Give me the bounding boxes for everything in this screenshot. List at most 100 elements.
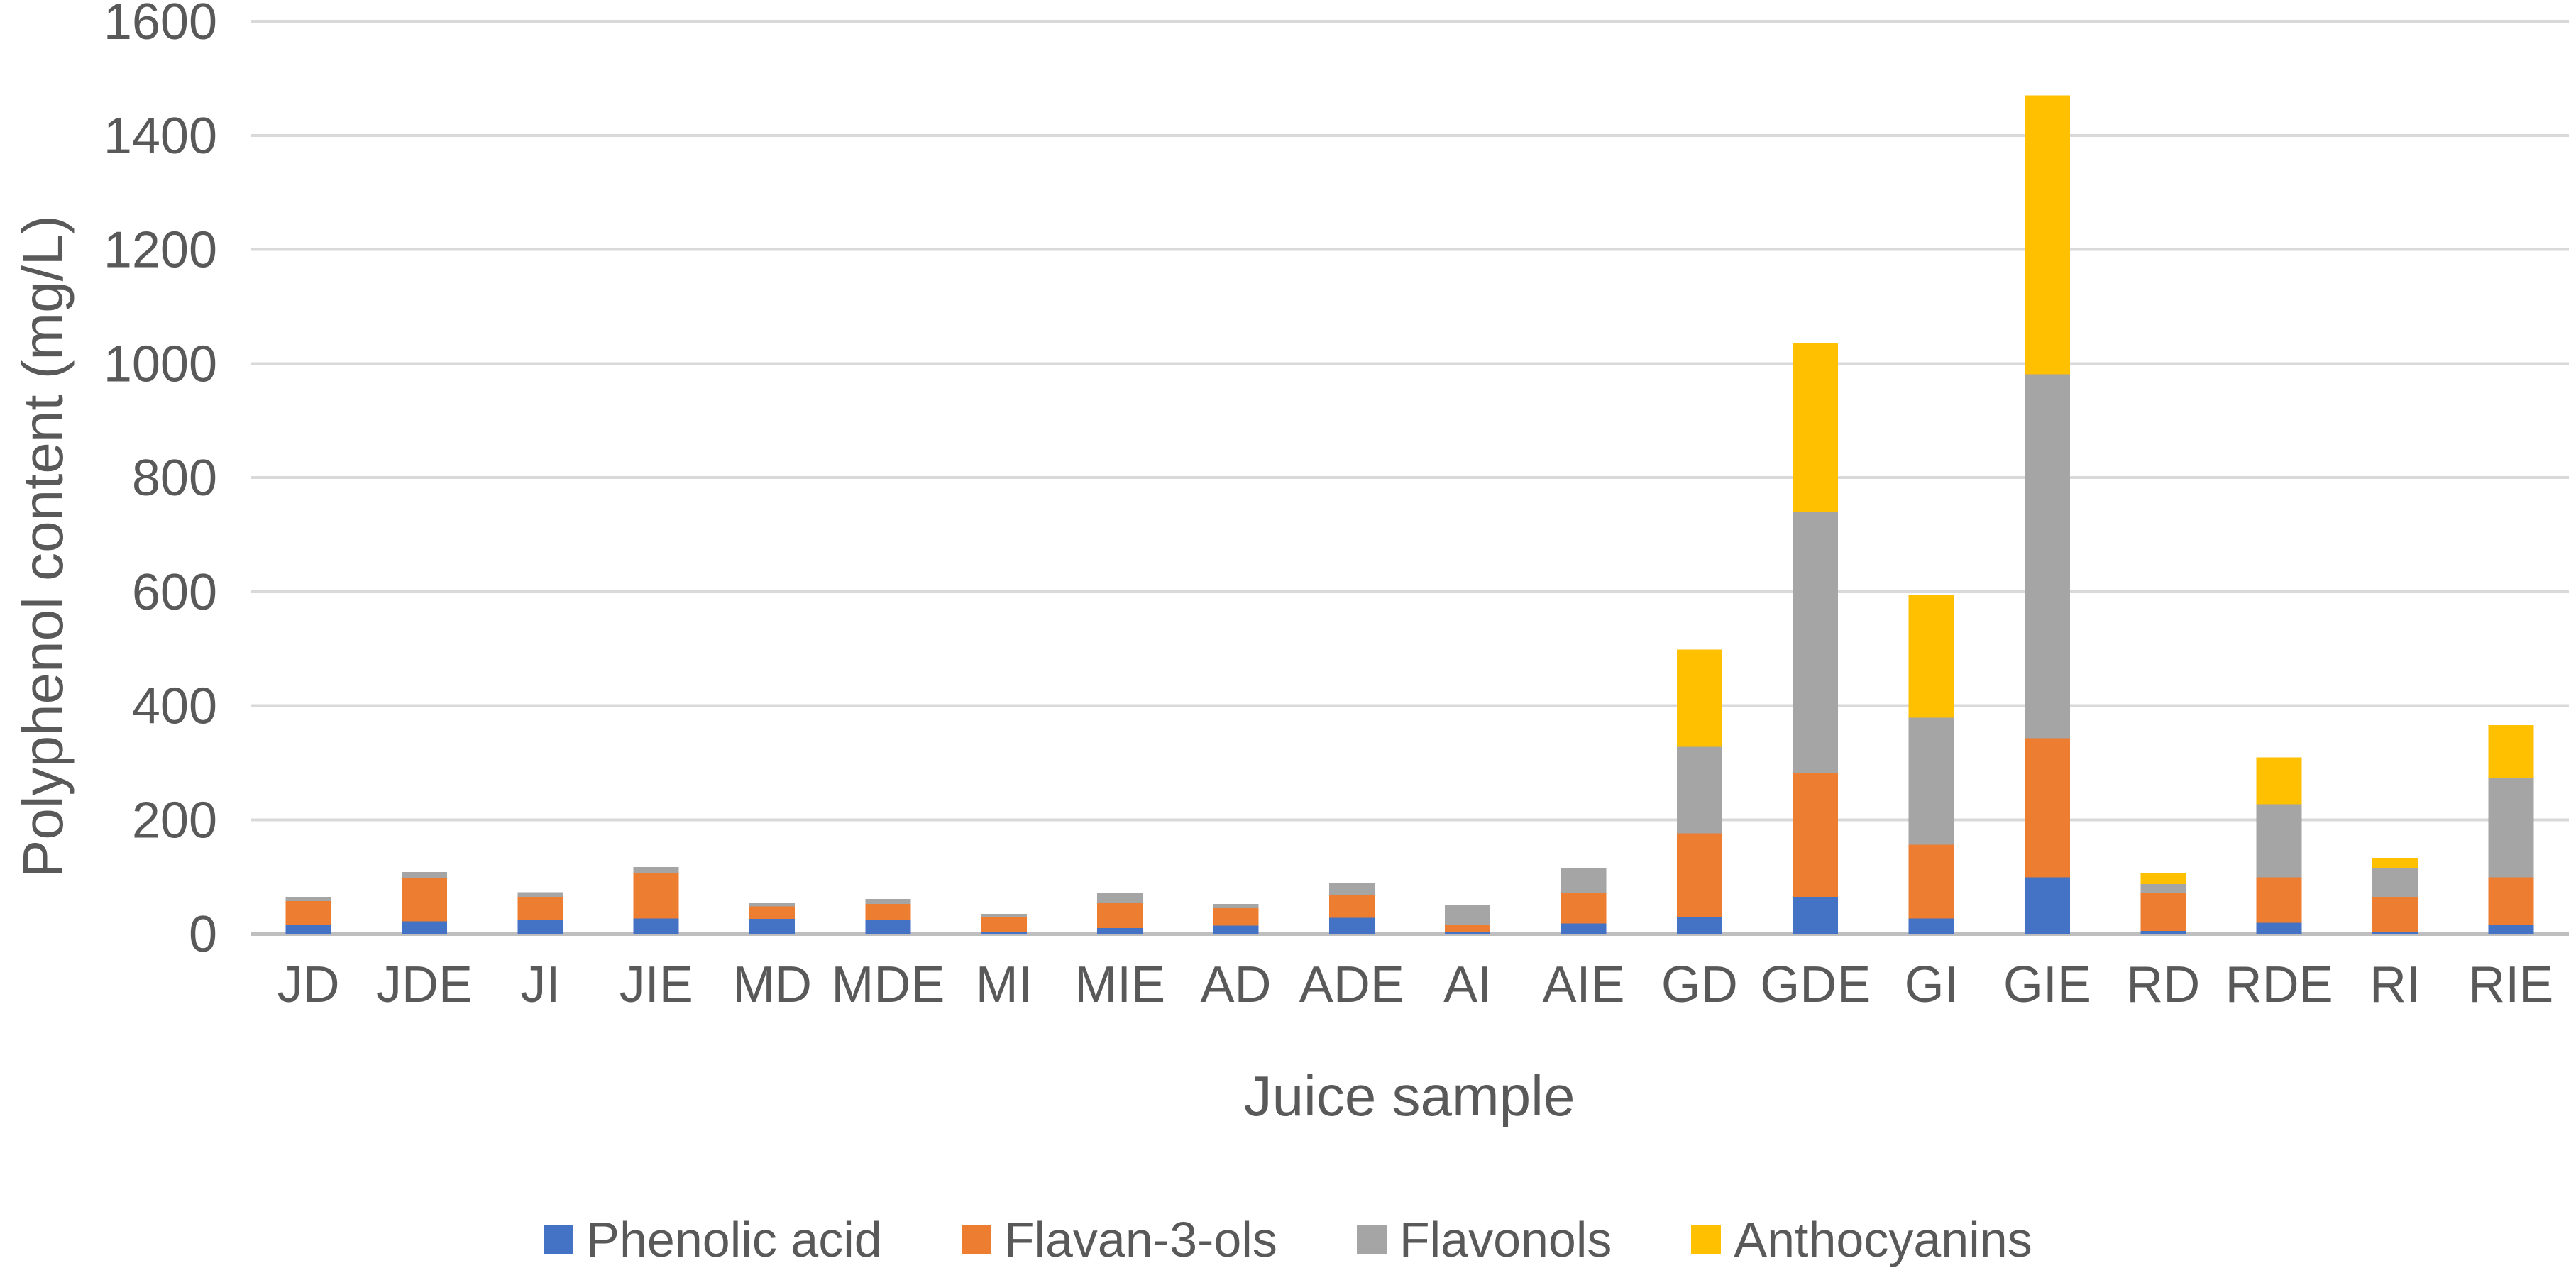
bar-segment-AD-phenolic-acid	[1213, 925, 1259, 934]
x-label-AIE: AIE	[1542, 956, 1624, 1013]
bar-segment-RDE-flavan-3-ols	[2256, 877, 2302, 923]
bar-segment-RI-flavonols	[2372, 867, 2418, 897]
bar-segment-GD-flavan-3-ols	[1676, 833, 1722, 917]
bar-segment-AIE-phenolic-acid	[1561, 923, 1607, 934]
bar-segment-JD-phenolic-acid	[285, 925, 331, 934]
y-tick-labels: 0 200 400 600 800 1000 1200 1400 1600	[104, 0, 217, 963]
bar-segment-JD-flavan-3-ols	[285, 901, 331, 925]
bar-segment-RDE-anthocyanins	[2256, 757, 2302, 805]
x-label-RDE: RDE	[2225, 956, 2333, 1013]
bar-segment-GIE-phenolic-acid	[2024, 877, 2070, 934]
y-tick-label-1400: 1400	[104, 108, 217, 165]
bar-segment-MDE-phenolic-acid	[865, 920, 911, 934]
x-label-GD: GD	[1661, 956, 1738, 1013]
y-tick-label-600: 600	[132, 564, 217, 621]
bar-segment-JD-flavonols	[285, 896, 331, 902]
x-label-JD: JD	[277, 956, 340, 1013]
bar-segment-JDE-phenolic-acid	[402, 921, 448, 934]
bar-segment-MIE-flavonols	[1097, 893, 1143, 903]
bar-segment-GI-phenolic-acid	[1908, 918, 1954, 934]
bar-segment-GD-phenolic-acid	[1676, 916, 1722, 934]
bar-segment-AD-flavonols	[1213, 904, 1259, 908]
y-tick-label-800: 800	[132, 450, 217, 507]
x-label-RD: RD	[2126, 956, 2200, 1013]
x-label-MI: MI	[976, 956, 1033, 1013]
x-label-MD: MD	[732, 956, 812, 1013]
legend-swatch-icon	[961, 1225, 991, 1254]
bar-segment-GDE-flavonols	[1793, 512, 1839, 774]
bar-segment-GD-anthocyanins	[1676, 649, 1722, 747]
legend-label: Phenolic acid	[586, 1212, 882, 1267]
bar-segment-JDE-flavan-3-ols	[402, 878, 448, 922]
legend-swatch-icon	[1691, 1225, 1722, 1254]
bar-segment-MD-flavan-3-ols	[749, 906, 796, 920]
bar-segment-GD-flavonols	[1676, 746, 1722, 834]
bar-segment-AIE-flavonols	[1561, 868, 1607, 893]
bar-segment-JIE-phenolic-acid	[633, 918, 679, 934]
bar-segment-RI-phenolic-acid	[2372, 932, 2418, 934]
bar-segment-RD-phenolic-acid	[2140, 930, 2186, 934]
bar-segment-GIE-flavonols	[2024, 374, 2070, 739]
y-tick-label-1200: 1200	[104, 222, 217, 279]
bar-segment-AI-flavan-3-ols	[1445, 925, 1491, 932]
y-tick-label-1000: 1000	[104, 336, 217, 392]
x-label-RIE: RIE	[2468, 956, 2553, 1013]
legend-item-flavonols: Flavonols	[1356, 1211, 1612, 1268]
x-label-ADE: ADE	[1299, 956, 1404, 1013]
bar-segment-AI-phenolic-acid	[1445, 932, 1491, 934]
bar-segment-GI-flavan-3-ols	[1908, 844, 1954, 919]
bar-segment-RD-flavonols	[2140, 884, 2186, 893]
y-tick-label-200: 200	[132, 792, 217, 849]
bar-segment-GI-anthocyanins	[1908, 594, 1954, 718]
bar-segment-MDE-flavonols	[865, 898, 911, 905]
legend-label: Flavonols	[1399, 1212, 1612, 1267]
bar-segment-ADE-flavonols	[1328, 883, 1375, 896]
bar-segment-MI-flavonols	[981, 913, 1027, 917]
x-label-AI: AI	[1443, 956, 1492, 1013]
bar-segment-MD-flavonols	[749, 902, 796, 907]
x-label-GDE: GDE	[1760, 956, 1871, 1013]
bar-segment-GI-flavonols	[1908, 717, 1954, 845]
bar-segment-MD-phenolic-acid	[749, 919, 796, 934]
legend-swatch-icon	[544, 1225, 574, 1254]
legend-item-phenolic-acid: Phenolic acid	[544, 1211, 882, 1268]
bar-segment-RD-flavan-3-ols	[2140, 893, 2186, 931]
y-tick-label-1600: 1600	[104, 0, 217, 50]
y-tick-label-400: 400	[132, 678, 217, 735]
bar-segment-GIE-flavan-3-ols	[2024, 738, 2070, 878]
x-label-MIE: MIE	[1074, 956, 1165, 1013]
bar-segment-RI-flavan-3-ols	[2372, 896, 2418, 932]
bar-segment-RIE-phenolic-acid	[2488, 925, 2534, 934]
bar-segment-JIE-flavonols	[633, 866, 679, 873]
x-label-JDE: JDE	[376, 956, 473, 1013]
bar-segment-RDE-flavonols	[2256, 804, 2302, 878]
legend-label: Anthocyanins	[1734, 1212, 2032, 1267]
bars	[285, 95, 2534, 934]
bar-segment-MDE-flavan-3-ols	[865, 904, 911, 920]
bar-segment-ADE-flavan-3-ols	[1328, 895, 1375, 918]
legend-swatch-icon	[1356, 1225, 1387, 1254]
bar-segment-GDE-anthocyanins	[1793, 343, 1839, 513]
legend-label: Flavan-3-ols	[1003, 1212, 1277, 1267]
x-label-GI: GI	[1905, 956, 1959, 1013]
x-label-MDE: MDE	[831, 956, 945, 1013]
x-label-AD: AD	[1200, 956, 1271, 1013]
bar-segment-GDE-phenolic-acid	[1793, 896, 1839, 934]
legend: Phenolic acid Flavan-3-ols Flavonols Anthoc…	[0, 1201, 2576, 1279]
bar-segment-MIE-phenolic-acid	[1097, 927, 1143, 934]
bar-segment-JI-flavan-3-ols	[517, 896, 563, 920]
bar-segment-RDE-phenolic-acid	[2256, 922, 2302, 934]
x-label-JI: JI	[520, 956, 560, 1013]
bar-segment-MIE-flavan-3-ols	[1097, 902, 1143, 928]
x-category-labels: JD JDE JI JIE MD MDE MI MIE AD ADE AI AIE GD GDE GI GIE…	[277, 956, 2554, 1013]
gridlines	[251, 20, 2569, 936]
y-tick-label-0: 0	[189, 906, 217, 963]
x-label-RI: RI	[2369, 956, 2421, 1013]
x-axis-title: Juice sample	[1244, 1064, 1575, 1127]
bar-segment-JDE-flavonols	[402, 872, 448, 879]
x-label-GIE: GIE	[2003, 956, 2091, 1013]
bar-segment-AI-flavonols	[1445, 905, 1491, 925]
bar-segment-GDE-flavan-3-ols	[1793, 773, 1839, 897]
